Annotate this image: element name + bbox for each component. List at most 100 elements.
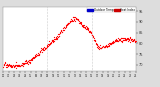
Point (75, 17, 78, 19)
Point (50, 40, 53, 41)
Point (89, 33, 92, 34)
Point (113, 41, 115, 43)
Point (103, 46, 106, 47)
Point (85, 27, 88, 29)
Point (12, 66, 15, 68)
Point (84, 26, 86, 28)
Point (31, 58, 34, 59)
Point (124, 37, 127, 39)
Point (59, 32, 61, 34)
Point (62, 29, 65, 30)
Point (86, 26, 88, 27)
Point (127, 40, 130, 41)
Point (34, 55, 37, 57)
Point (55, 36, 58, 37)
Point (108, 43, 111, 44)
Point (76, 18, 78, 19)
Point (11, 66, 14, 67)
Point (77, 18, 79, 20)
Point (91, 35, 94, 36)
Point (128, 38, 130, 40)
Point (81, 24, 83, 25)
Point (35, 56, 37, 57)
Point (98, 46, 100, 47)
Point (59, 33, 62, 34)
Point (123, 39, 125, 41)
Point (95, 44, 97, 45)
Point (58, 35, 60, 37)
Point (115, 39, 118, 40)
Point (34, 55, 37, 56)
Point (96, 46, 99, 48)
Point (102, 45, 104, 47)
Point (115, 39, 117, 40)
Point (33, 56, 36, 57)
Point (72, 17, 74, 18)
Point (22, 65, 24, 67)
Point (22, 63, 25, 64)
Point (122, 39, 124, 41)
Point (105, 45, 108, 47)
Point (120, 38, 123, 39)
Point (84, 28, 87, 29)
Point (56, 35, 59, 37)
Point (126, 38, 129, 40)
Point (52, 41, 54, 42)
Point (91, 35, 93, 36)
Point (23, 62, 26, 63)
Point (41, 49, 43, 50)
Point (131, 38, 134, 39)
Point (50, 42, 52, 43)
Point (78, 21, 80, 22)
Point (47, 45, 50, 46)
Point (85, 25, 88, 27)
Point (83, 26, 86, 28)
Point (43, 46, 45, 48)
Point (99, 47, 101, 49)
Point (30, 59, 32, 60)
Point (23, 63, 25, 64)
Point (75, 18, 77, 20)
Point (73, 16, 76, 18)
Point (43, 49, 45, 50)
Point (107, 45, 109, 47)
Point (65, 24, 67, 26)
Point (72, 20, 75, 21)
Point (132, 38, 135, 40)
Point (4, 62, 7, 63)
Point (12, 65, 14, 66)
Point (113, 40, 116, 41)
Point (33, 57, 36, 59)
Point (55, 38, 57, 40)
Point (116, 40, 119, 42)
Point (80, 22, 83, 23)
Point (111, 42, 114, 43)
Point (17, 65, 20, 66)
Point (40, 47, 42, 48)
Point (100, 48, 103, 49)
Point (128, 41, 131, 42)
Point (27, 60, 29, 62)
Point (81, 24, 84, 25)
Point (7, 64, 9, 66)
Point (132, 40, 135, 41)
Point (104, 46, 106, 47)
Point (48, 44, 51, 45)
Point (44, 47, 47, 49)
Point (65, 24, 68, 26)
Point (10, 65, 13, 67)
Point (19, 65, 21, 67)
Point (28, 61, 30, 62)
Point (125, 38, 128, 40)
Point (119, 40, 122, 41)
Point (52, 38, 55, 39)
Point (84, 27, 86, 29)
Point (83, 26, 85, 27)
Point (74, 17, 77, 18)
Point (111, 42, 113, 44)
Point (24, 63, 27, 64)
Point (51, 41, 53, 42)
Point (123, 38, 126, 40)
Point (107, 44, 110, 45)
Point (96, 46, 99, 47)
